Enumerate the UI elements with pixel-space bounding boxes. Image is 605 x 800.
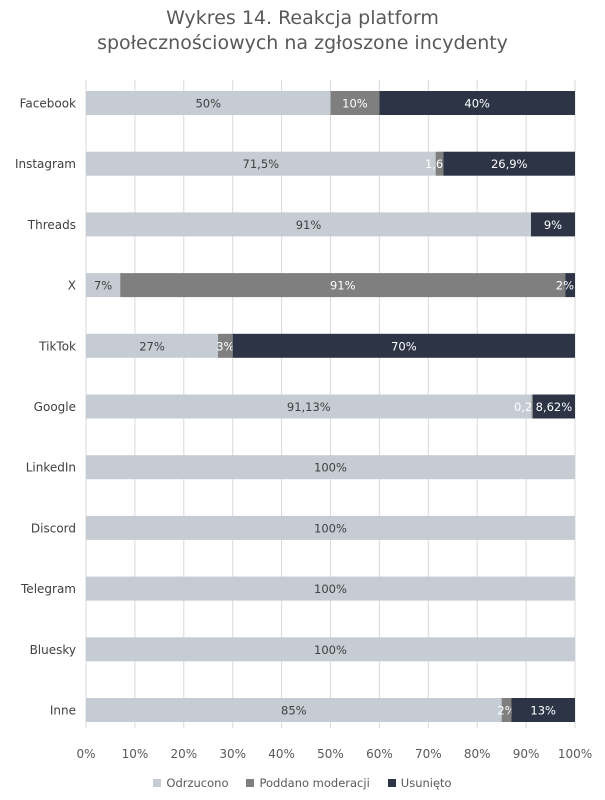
data-label: 7%: [94, 279, 112, 293]
data-label: 9%: [544, 218, 562, 232]
bar-segment-usunieto: [379, 91, 575, 115]
x-tick-label: 60%: [366, 747, 393, 761]
bar-segment-poddano-moderacji: [120, 273, 566, 298]
data-label: 100%: [314, 461, 347, 475]
data-label: 100%: [314, 643, 347, 657]
category-label: Bluesky: [30, 643, 76, 657]
bar-segment-odrzucono: [86, 212, 531, 237]
bar-segment-usunieto: [232, 333, 575, 358]
bar-segment-odrzucono: [86, 273, 121, 298]
x-tick-label: 20%: [170, 747, 197, 761]
category-label: Facebook: [20, 97, 76, 111]
legend-swatch-poddano-moderacji: [246, 779, 255, 787]
data-label: 100%: [314, 521, 347, 535]
bar-segment-odrzucono: [86, 455, 575, 480]
data-label: 2%: [556, 279, 574, 293]
category-label: Instagram: [15, 157, 76, 171]
stacked-bar-chart: 0% 10% 20% 30% 40% 50% 60% 70% 80% 90% 100% Faceboo…: [15, 80, 592, 761]
x-tick-label: 0%: [76, 747, 95, 761]
legend: Odrzucono Poddano moderacji Usunięto: [0, 776, 605, 790]
bar-segment-poddano-moderacji: [218, 333, 233, 358]
bar-segment-usunieto: [511, 698, 575, 722]
chart-title: Wykres 14. Reakcja platform społeczności…: [0, 6, 605, 56]
data-label: 100%: [314, 582, 347, 596]
legend-item-odrzucono: Odrzucono: [153, 776, 228, 790]
bar-segment-odrzucono: [86, 576, 575, 601]
legend-label-usunieto: Usunięto: [400, 776, 452, 790]
bar-segment-odrzucono: [86, 515, 575, 540]
bar-segment-poddano-moderacji: [330, 91, 380, 115]
chart-title-line-1: Wykres 14. Reakcja platform: [166, 7, 439, 29]
bar-segment-odrzucono: [86, 637, 575, 662]
bar-segment-odrzucono: [86, 91, 331, 115]
data-label: 91%: [296, 218, 322, 232]
legend-item-usunieto: Usunięto: [387, 776, 452, 790]
bar-segment-poddano-moderacji: [435, 151, 444, 176]
category-label: Google: [34, 400, 76, 414]
data-label: 13%: [530, 704, 556, 718]
bar-segment-odrzucono: [86, 698, 502, 722]
data-label: 70%: [391, 339, 417, 353]
data-label: 27%: [139, 339, 165, 353]
bar-segment-odrzucono: [86, 333, 219, 358]
x-tick-label: 90%: [513, 747, 540, 761]
data-label: 91%: [330, 279, 356, 293]
legend-swatch-odrzucono: [153, 779, 162, 787]
category-label: Telegram: [20, 582, 76, 596]
data-label: 10%: [342, 97, 368, 111]
bar-segment-usunieto: [530, 212, 575, 237]
bar-segment-odrzucono: [86, 394, 532, 419]
legend-label-odrzucono: Odrzucono: [166, 776, 229, 790]
category-label: TikTok: [38, 339, 76, 353]
legend-swatch-usunieto: [387, 779, 396, 787]
bar-segment-poddano-moderacji: [531, 394, 533, 419]
data-label: 71,5%: [243, 157, 280, 171]
bar-segment-usunieto: [443, 151, 575, 176]
bar-segment-usunieto: [565, 273, 575, 298]
x-tick-label: 10%: [122, 747, 149, 761]
x-tick-label: 40%: [268, 747, 295, 761]
category-label: X: [68, 279, 76, 293]
data-label: 2%: [497, 704, 515, 718]
chart-title-line-2: społecznościowych na zgłoszone incydenty: [97, 32, 508, 54]
data-label: 50%: [195, 97, 221, 111]
data-label: 3%: [216, 339, 234, 353]
data-label: 40%: [464, 97, 490, 111]
bar-segment-usunieto: [532, 394, 575, 419]
x-tick-label: 30%: [219, 747, 246, 761]
category-label: LinkedIn: [26, 461, 76, 475]
data-label: 26,9%: [491, 157, 528, 171]
category-label: Discord: [31, 521, 76, 535]
x-tick-label: 100%: [558, 747, 592, 761]
category-label: Threads: [27, 218, 76, 232]
category-label: Inne: [50, 704, 76, 718]
x-tick-label: 70%: [415, 747, 442, 761]
legend-item-poddano-moderacji: Poddano moderacji: [246, 776, 370, 790]
x-tick-label: 50%: [317, 747, 344, 761]
x-tick-label: 80%: [464, 747, 491, 761]
bar-segment-poddano-moderacji: [501, 698, 512, 722]
data-label: 85%: [281, 704, 307, 718]
data-label: 8,62%: [536, 400, 573, 414]
bar-segment-odrzucono: [86, 151, 436, 176]
data-label: 91,13%: [287, 400, 331, 414]
legend-label-poddano-moderacji: Poddano moderacji: [259, 776, 370, 790]
